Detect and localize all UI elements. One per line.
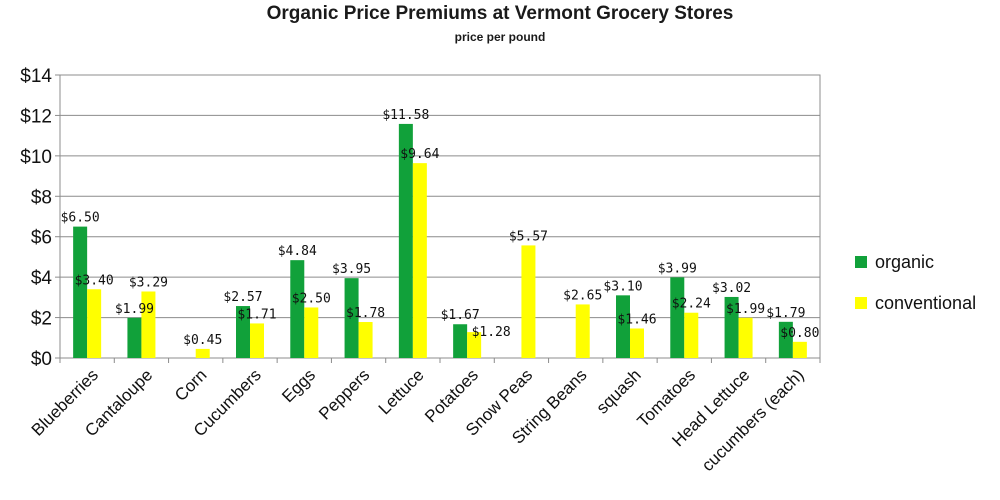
- legend-organic-label: organic: [875, 252, 934, 272]
- x-category-label: Peppers: [315, 365, 373, 423]
- bar-organic: [73, 226, 88, 358]
- data-label-organic: $3.02: [712, 281, 751, 296]
- bar-conventional: [412, 163, 427, 358]
- y-tick-label: $10: [20, 147, 52, 168]
- x-category-label: cucumbers (each): [698, 365, 808, 475]
- bar-conventional: [250, 323, 264, 358]
- data-label-conventional: $3.29: [129, 275, 168, 290]
- bar-conventional: [141, 291, 156, 358]
- bar-organic: [724, 296, 739, 358]
- y-tick-label: $14: [20, 66, 52, 87]
- chart-subtitle: price per pound: [454, 30, 546, 44]
- data-label-conventional: $2.65: [563, 288, 602, 303]
- y-tick-label: $12: [20, 106, 52, 127]
- data-label-conventional: $9.64: [400, 147, 439, 162]
- x-category-label: Lettuce: [375, 365, 428, 418]
- data-label-organic: $3.10: [603, 279, 642, 294]
- data-label-conventional: $1.78: [346, 306, 385, 321]
- bar-organic: [778, 321, 793, 358]
- data-label-conventional: $0.80: [780, 326, 819, 341]
- data-label-organic: $1.99: [115, 302, 154, 317]
- bar-conventional: [304, 307, 319, 358]
- legend-organic-swatch: [855, 256, 867, 268]
- legend-conventional-label: conventional: [875, 293, 976, 313]
- y-tick-label: $6: [31, 228, 52, 249]
- bar-organic: [398, 123, 413, 358]
- data-label-organic: $11.58: [382, 108, 429, 123]
- data-label-organic: $3.95: [332, 262, 371, 277]
- bar-organic: [453, 324, 468, 358]
- bar-conventional: [87, 289, 102, 358]
- y-tick-label: $8: [31, 187, 52, 208]
- data-label-organic: $2.57: [223, 290, 262, 305]
- data-label-organic: $1.67: [441, 308, 480, 323]
- bar-conventional: [738, 317, 753, 358]
- bar-conventional: [521, 245, 536, 358]
- data-label-organic: $4.84: [278, 244, 317, 259]
- data-label-conventional: $0.45: [183, 333, 222, 348]
- data-label-conventional: $5.57: [509, 229, 548, 244]
- data-label-conventional: $1.99: [726, 302, 765, 317]
- data-label-conventional: $1.71: [237, 307, 276, 322]
- bar-organic: [616, 295, 630, 358]
- data-label-conventional: $3.40: [75, 273, 114, 288]
- data-label-conventional: $2.50: [292, 291, 331, 306]
- bar-conventional: [630, 328, 644, 358]
- bar-organic: [127, 317, 142, 358]
- bar-conventional: [684, 312, 699, 358]
- y-tick-label: $0: [31, 349, 52, 370]
- bar-organic: [670, 277, 685, 358]
- data-label-conventional: $2.24: [672, 297, 711, 312]
- data-label-organic: $3.99: [658, 261, 697, 276]
- x-category-label: squash: [593, 365, 645, 417]
- legend-conventional-swatch: [855, 297, 867, 309]
- bar-conventional: [575, 304, 590, 358]
- y-tick-label: $2: [31, 309, 52, 330]
- data-label-organic: $1.79: [766, 306, 805, 321]
- bar-organic: [344, 278, 359, 358]
- data-label-conventional: $1.46: [617, 312, 656, 327]
- data-label-conventional: $1.28: [472, 325, 511, 340]
- bar-organic: [290, 260, 305, 358]
- bar-organic: [236, 306, 250, 358]
- data-label-organic: $6.50: [61, 211, 100, 226]
- y-tick-label: $4: [31, 268, 53, 289]
- x-category-label: Corn: [171, 365, 210, 404]
- bar-conventional: [467, 332, 482, 358]
- chart-title: Organic Price Premiums at Vermont Grocer…: [266, 3, 734, 24]
- bar-conventional: [195, 348, 210, 358]
- bar-conventional: [358, 322, 373, 358]
- bar-conventional: [792, 341, 807, 358]
- x-category-label: Eggs: [278, 365, 319, 406]
